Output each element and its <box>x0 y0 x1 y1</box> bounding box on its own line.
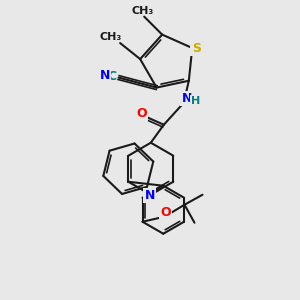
Text: S: S <box>192 41 201 55</box>
Text: CH₃: CH₃ <box>99 32 121 42</box>
Text: O: O <box>136 107 147 120</box>
Text: C: C <box>107 70 116 83</box>
Text: N: N <box>99 69 110 82</box>
Text: N: N <box>182 92 192 105</box>
Text: O: O <box>160 206 171 219</box>
Text: H: H <box>191 96 200 106</box>
Text: N: N <box>145 189 155 202</box>
Text: CH₃: CH₃ <box>131 6 153 16</box>
